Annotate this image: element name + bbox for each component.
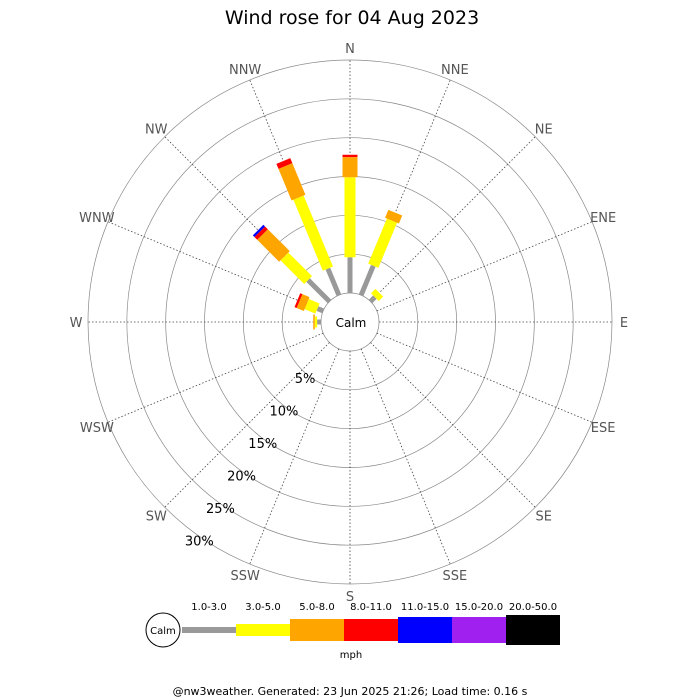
bar-nw-5-0-8-0 [257, 229, 290, 262]
legend-swatch-3-0-5-0 [236, 624, 290, 636]
ring-label-30: 30% [185, 535, 214, 550]
spoke-ene [376, 221, 593, 312]
bar-nne-1-0-3-0 [358, 264, 376, 297]
bar-ne-3-0-5-0 [371, 288, 384, 301]
bar-nw-11-0-15-0 [252, 224, 266, 238]
bar-nw-1-0-3-0 [306, 278, 332, 304]
bar-nnw-3-0-5-0 [293, 195, 333, 271]
legend-swatch-8-0-11-0 [344, 619, 398, 641]
ring-label-5: 5% [295, 372, 316, 387]
bar-nne-3-0-5-0 [368, 218, 398, 268]
legend-calm-circle [145, 612, 181, 648]
legend-label-8-0-11-0: 8.0-11.0 [350, 602, 392, 613]
bar-nne-5-0-8-0 [385, 209, 403, 224]
legend-label-1-0-3-0: 1.0-3.0 [191, 602, 226, 613]
legend-calm-label: Calm [150, 626, 176, 637]
dir-label-ne: NE [535, 122, 553, 137]
grid-ring-30 [87, 59, 613, 585]
ring-label-25: 25% [206, 502, 235, 517]
legend-label-3-0-5-0: 3.0-5.0 [245, 602, 280, 613]
dir-label-e: E [620, 316, 628, 331]
bar-nnw-5-0-8-0 [278, 163, 306, 201]
chart-title: Wind rose for 04 Aug 2023 [225, 7, 479, 29]
dir-label-ssw: SSW [230, 569, 260, 584]
legend-label-15-0-20-0: 15.0-20.0 [455, 602, 503, 613]
dir-label-nne: NNE [441, 63, 469, 78]
dir-label-nw: NW [145, 122, 168, 137]
legend-label-11-0-15-0: 11.0-15.0 [401, 602, 449, 613]
bar-wnw-3-0-5-0 [304, 298, 320, 314]
dir-label-se: SE [536, 510, 552, 525]
bar-nnw-8-0-11-0 [276, 158, 293, 169]
dir-label-ese: ESE [591, 421, 616, 436]
legend-swatch-20-0-50-0 [506, 615, 560, 645]
wind-bars [252, 154, 403, 330]
bar-wnw-1-0-3-0 [316, 306, 325, 314]
grid-ring-25 [126, 98, 574, 546]
calm-label: Calm [336, 316, 367, 330]
calm-center: Calm [336, 316, 367, 330]
dir-label-nnw: NNW [229, 63, 261, 78]
ring-label-15: 15% [248, 437, 277, 452]
dir-label-n: N [345, 42, 355, 57]
legend-swatch-11-0-15-0 [398, 617, 452, 643]
legend-label-5-0-8-0: 5.0-8.0 [299, 602, 334, 613]
spoke-se [370, 342, 536, 508]
spoke-sw [164, 342, 330, 508]
dir-label-s: S [346, 590, 354, 605]
dir-label-sse: SSE [442, 569, 467, 584]
dir-label-sw: SW [146, 510, 167, 525]
spoke-ese [376, 332, 593, 423]
dir-label-w: W [70, 316, 83, 331]
spoke-wsw [107, 332, 324, 423]
legend: Calm 1.0-3.0 3.0-5.0 5.0-8.0 8.0-11.0 11.0-15… [145, 602, 560, 661]
dir-label-ene: ENE [590, 211, 616, 226]
spoke-ssw [249, 348, 340, 565]
footer-text: @nw3weather. Generated: 23 Jun 2025 21:2… [173, 685, 528, 698]
bar-nnw-1-0-3-0 [325, 267, 342, 297]
ring-label-10: 10% [269, 404, 298, 419]
spoke-wnw [107, 221, 324, 312]
spoke-ne [370, 136, 536, 302]
dir-label-wsw: WSW [80, 421, 114, 436]
legend-swatch-1-0-3-0 [182, 627, 236, 633]
bar-wnw-8-0-11-0 [294, 293, 303, 309]
dir-label-wnw: WNW [79, 211, 115, 226]
bar-ne-1-0-3-0 [368, 295, 377, 304]
spoke-sse [360, 348, 451, 565]
legend-unit: mph [340, 650, 362, 661]
legend-swatch-5-0-8-0 [290, 619, 344, 641]
bar-wnw-5-0-8-0 [296, 294, 310, 311]
legend-swatch-15-0-20-0 [452, 617, 506, 643]
ring-labels: 5% 10% 15% 20% 25% 30% [185, 372, 316, 550]
legend-label-20-0-50-0: 20.0-50.0 [509, 602, 557, 613]
ring-label-20: 20% [227, 470, 256, 485]
direction-labels: N NNE NE ENE E ESE SE SSE S SSW SW WSW W WNW NW NNW [70, 42, 629, 605]
bar-nw-8-0-11-0 [254, 226, 268, 240]
bar-nw-3-0-5-0 [280, 252, 312, 284]
